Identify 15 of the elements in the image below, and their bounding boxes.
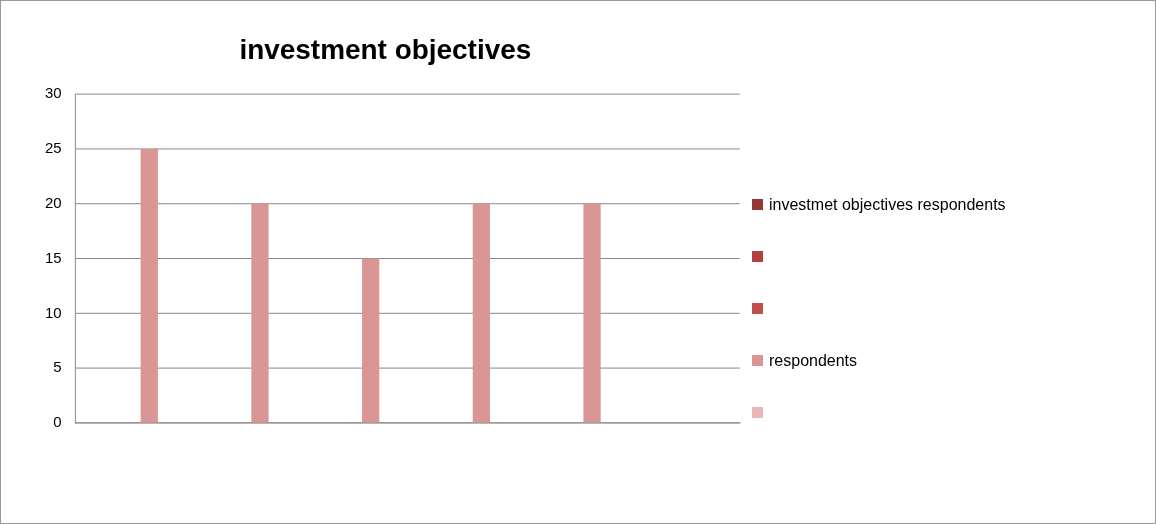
legend-label: respondents bbox=[769, 352, 858, 370]
chart-title: investment objectives bbox=[239, 34, 532, 66]
bar bbox=[362, 258, 380, 423]
y-tick-label: 30 bbox=[44, 84, 62, 102]
y-tick-label: 25 bbox=[44, 139, 62, 157]
y-tick-label: 15 bbox=[44, 248, 62, 266]
bar bbox=[251, 203, 269, 423]
y-tick-label: 20 bbox=[44, 193, 62, 211]
y-tick-label: 0 bbox=[53, 413, 62, 431]
y-tick-label: 5 bbox=[53, 358, 62, 376]
bar bbox=[583, 203, 601, 423]
bar bbox=[140, 149, 158, 423]
y-tick-label: 10 bbox=[44, 303, 62, 321]
bar bbox=[472, 203, 490, 423]
legend-label: investmet objectives respondents bbox=[769, 196, 1006, 214]
